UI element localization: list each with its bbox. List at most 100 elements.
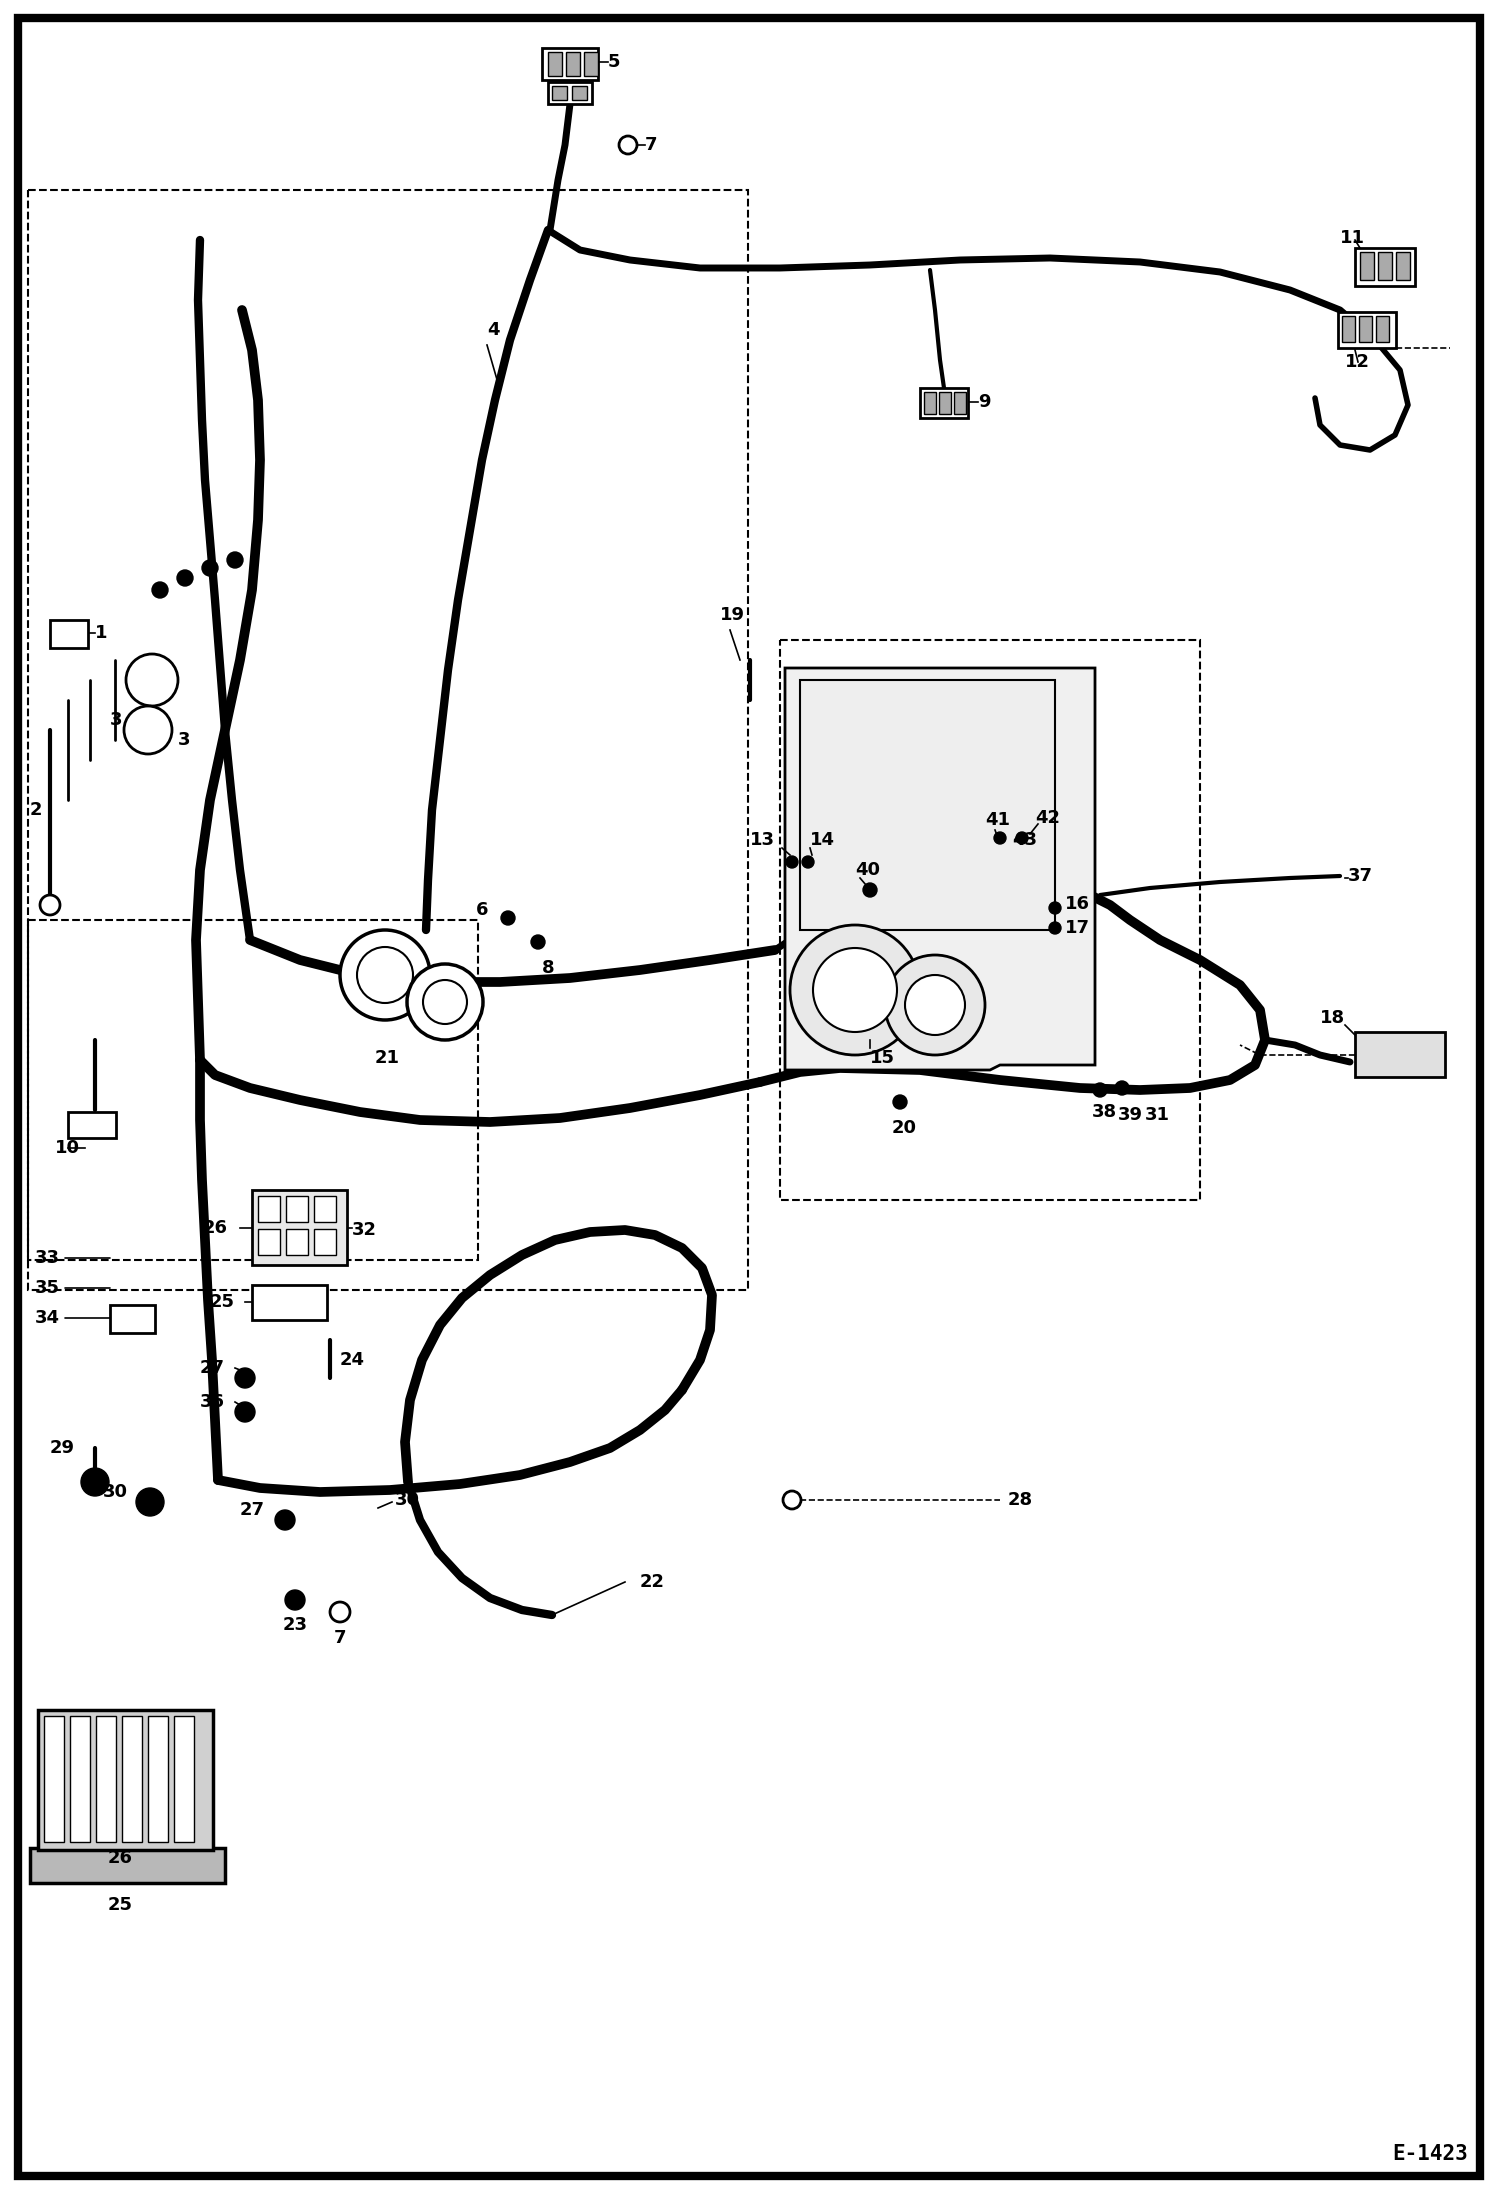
Bar [548,53,562,77]
Bar [286,1229,309,1255]
Bar [37,1709,213,1850]
Text: 4: 4 [487,320,499,340]
Bar [1342,316,1356,342]
Bar [43,1716,64,1843]
Circle shape [235,1369,255,1389]
Bar [1338,312,1396,349]
Bar [315,1196,336,1222]
Circle shape [357,948,413,1003]
Circle shape [1049,921,1061,935]
Bar [924,393,936,415]
Circle shape [801,856,813,869]
Bar [584,53,598,77]
Text: 21: 21 [374,1049,400,1066]
Text: 16: 16 [1065,895,1091,913]
Text: 33: 33 [34,1248,60,1266]
Text: 32: 32 [352,1222,377,1240]
Bar [780,641,1200,1200]
Text: 26: 26 [108,1850,132,1867]
Bar [315,1229,336,1255]
Bar [109,1305,154,1334]
Text: 31: 31 [1144,1106,1170,1123]
Bar [566,53,580,77]
Circle shape [340,930,430,1020]
Bar [252,1189,348,1266]
Bar [542,48,598,79]
Text: 13: 13 [750,832,774,849]
Bar [67,1112,115,1139]
Circle shape [1115,1082,1129,1095]
Text: 3: 3 [178,731,190,748]
Bar [954,393,966,415]
Circle shape [786,856,798,869]
Bar [800,680,1055,930]
Circle shape [500,911,515,926]
Text: 30: 30 [395,1492,419,1509]
Circle shape [863,882,876,897]
Circle shape [893,1095,906,1108]
Bar [939,393,951,415]
Circle shape [330,1602,351,1621]
Text: 22: 22 [640,1573,665,1591]
Text: 17: 17 [1065,919,1091,937]
Circle shape [126,654,178,706]
Text: 1: 1 [94,623,108,643]
Circle shape [530,935,545,950]
Text: 40: 40 [855,860,879,880]
Text: 19: 19 [721,606,745,623]
Bar [49,621,88,647]
Bar [28,191,748,1290]
Circle shape [1049,902,1061,915]
Bar [1378,252,1392,281]
Circle shape [783,1492,801,1509]
Bar [96,1716,115,1843]
Text: 20: 20 [891,1119,917,1136]
Text: 14: 14 [810,832,834,849]
Text: 23: 23 [283,1617,307,1635]
Text: 18: 18 [1320,1009,1345,1027]
Text: 34: 34 [34,1310,60,1327]
Text: 9: 9 [978,393,990,410]
Circle shape [1094,1084,1107,1097]
Bar [551,86,568,101]
Text: 36: 36 [201,1393,225,1411]
Bar [258,1229,280,1255]
Circle shape [422,981,467,1025]
Circle shape [789,926,920,1055]
Bar [548,81,592,103]
Text: 39: 39 [1118,1106,1143,1123]
Bar [174,1716,195,1843]
Bar [28,919,478,1259]
Bar [1396,252,1410,281]
Text: 10: 10 [55,1139,79,1156]
Text: 41: 41 [986,812,1010,829]
Circle shape [151,581,168,599]
Circle shape [177,570,193,586]
Circle shape [124,706,172,755]
Bar [121,1716,142,1843]
Text: 3: 3 [109,711,123,728]
Circle shape [235,1402,255,1422]
Circle shape [995,832,1007,845]
Bar [920,388,968,419]
Bar [1377,316,1389,342]
Circle shape [905,974,965,1036]
Circle shape [202,559,219,577]
Text: 5: 5 [608,53,620,70]
Bar [148,1716,168,1843]
Bar [252,1286,327,1321]
Circle shape [1016,832,1028,845]
Bar [1359,316,1372,342]
Circle shape [228,553,243,568]
Bar [1356,1031,1446,1077]
Circle shape [81,1468,109,1496]
Circle shape [136,1488,163,1516]
Circle shape [813,948,897,1031]
Text: 26: 26 [204,1220,228,1237]
Bar [1356,248,1416,285]
Bar [1360,252,1374,281]
Text: 15: 15 [870,1049,894,1066]
Text: 27: 27 [240,1501,265,1518]
Bar [572,86,587,101]
Text: 28: 28 [1008,1492,1034,1509]
